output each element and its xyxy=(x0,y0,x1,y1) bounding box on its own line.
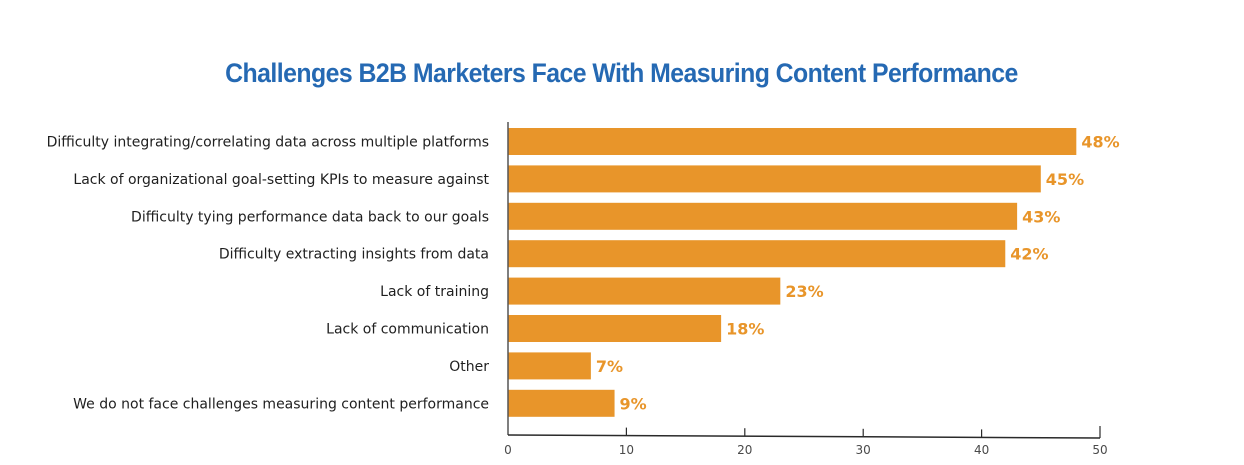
x-axis-line xyxy=(507,434,1101,439)
category-label: Difficulty integrating/correlating data … xyxy=(47,135,489,151)
value-label: 7% xyxy=(596,357,623,376)
axes: 0 10 20 30 40 50 xyxy=(504,122,1108,457)
bar xyxy=(508,277,781,305)
category-label: Lack of communication xyxy=(326,322,489,338)
category-label: Other xyxy=(449,359,489,375)
value-labels: 48% 45% 43% 42% 23% 18% 7% 9% xyxy=(596,133,1120,414)
category-label: Lack of training xyxy=(380,284,489,300)
category-label: Difficulty extracting insights from data xyxy=(219,247,489,263)
value-label: 18% xyxy=(726,320,764,339)
value-label: 48% xyxy=(1081,133,1119,152)
x-tick-label: 30 xyxy=(856,443,871,457)
bar xyxy=(508,240,1006,268)
category-label: Lack of organizational goal-setting KPIs… xyxy=(73,172,489,188)
bars-layer xyxy=(508,128,1077,417)
value-label: 43% xyxy=(1022,207,1060,226)
x-tick-label: 40 xyxy=(974,443,989,457)
chart-title: Challenges B2B Marketers Face With Measu… xyxy=(225,58,1018,88)
bar xyxy=(508,128,1077,155)
category-label: We do not face challenges measuring cont… xyxy=(73,396,489,412)
x-tick-label: 50 xyxy=(1092,443,1107,457)
value-label: 45% xyxy=(1046,170,1084,189)
x-tick-label: 0 xyxy=(504,443,512,457)
value-label: 42% xyxy=(1010,245,1048,264)
bar xyxy=(508,202,1018,230)
category-label: Difficulty tying performance data back t… xyxy=(131,209,489,225)
x-tick-label: 10 xyxy=(619,443,634,457)
value-label: 23% xyxy=(785,282,823,301)
category-labels: Difficulty integrating/correlating data … xyxy=(47,135,490,413)
x-tick-label: 20 xyxy=(737,443,752,457)
bar xyxy=(508,352,591,380)
bar xyxy=(508,165,1041,193)
bar xyxy=(508,389,615,417)
bar xyxy=(508,315,722,342)
value-label: 9% xyxy=(620,394,647,413)
